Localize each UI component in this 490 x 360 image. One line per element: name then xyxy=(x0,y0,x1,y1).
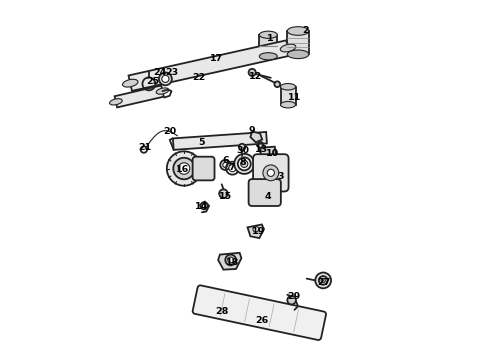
Circle shape xyxy=(162,75,169,82)
Circle shape xyxy=(319,276,327,285)
Text: 7: 7 xyxy=(228,163,235,172)
Circle shape xyxy=(239,144,245,150)
Text: 15: 15 xyxy=(219,192,232,201)
Text: 14: 14 xyxy=(196,202,209,211)
Ellipse shape xyxy=(287,50,309,59)
Text: 8: 8 xyxy=(240,158,246,167)
Ellipse shape xyxy=(287,27,309,35)
Circle shape xyxy=(219,189,228,198)
Ellipse shape xyxy=(280,84,295,90)
Circle shape xyxy=(267,169,274,176)
Polygon shape xyxy=(173,132,267,150)
Circle shape xyxy=(287,296,296,305)
Text: 5: 5 xyxy=(199,138,205,147)
Bar xyxy=(259,35,277,56)
Circle shape xyxy=(248,69,256,76)
Text: 20: 20 xyxy=(163,127,176,136)
Text: 21: 21 xyxy=(138,143,151,152)
Circle shape xyxy=(234,154,254,174)
Bar xyxy=(280,87,295,105)
Text: 2: 2 xyxy=(303,26,309,35)
Text: 26: 26 xyxy=(256,316,269,325)
Ellipse shape xyxy=(280,102,295,108)
Polygon shape xyxy=(250,132,262,142)
Text: 12: 12 xyxy=(249,72,262,81)
Text: 28: 28 xyxy=(215,307,228,316)
Text: 19: 19 xyxy=(252,228,265,237)
Text: 27: 27 xyxy=(317,278,331,287)
Circle shape xyxy=(263,165,279,181)
Circle shape xyxy=(178,163,190,174)
Circle shape xyxy=(159,72,172,85)
Text: 24: 24 xyxy=(153,68,166,77)
Text: 29: 29 xyxy=(287,292,300,301)
Circle shape xyxy=(220,160,230,170)
Polygon shape xyxy=(128,40,290,91)
Ellipse shape xyxy=(122,79,138,87)
FancyBboxPatch shape xyxy=(193,157,215,180)
Text: 4: 4 xyxy=(265,192,271,201)
Circle shape xyxy=(315,273,331,288)
FancyBboxPatch shape xyxy=(248,179,281,206)
Circle shape xyxy=(253,226,259,232)
Circle shape xyxy=(238,157,251,170)
Text: 16: 16 xyxy=(175,165,189,174)
FancyBboxPatch shape xyxy=(253,154,289,192)
FancyBboxPatch shape xyxy=(193,285,326,340)
Polygon shape xyxy=(115,85,164,107)
Circle shape xyxy=(229,165,236,172)
Text: 13: 13 xyxy=(255,145,268,154)
Circle shape xyxy=(173,158,195,179)
Circle shape xyxy=(228,257,234,263)
Text: 6: 6 xyxy=(222,156,229,165)
Text: 22: 22 xyxy=(192,73,205,82)
Text: 1: 1 xyxy=(267,34,273,43)
Text: 25: 25 xyxy=(146,77,159,86)
Circle shape xyxy=(223,162,228,167)
Polygon shape xyxy=(218,253,242,270)
Text: 30: 30 xyxy=(236,146,249,155)
Text: 9: 9 xyxy=(249,126,255,135)
Text: 23: 23 xyxy=(165,68,178,77)
Ellipse shape xyxy=(280,44,296,52)
Circle shape xyxy=(202,204,206,208)
Circle shape xyxy=(241,160,248,167)
Text: 11: 11 xyxy=(288,93,301,102)
Ellipse shape xyxy=(259,53,277,60)
Polygon shape xyxy=(260,147,276,159)
Ellipse shape xyxy=(259,31,277,39)
Text: 10: 10 xyxy=(266,149,279,158)
Circle shape xyxy=(167,151,201,186)
Circle shape xyxy=(200,202,208,210)
Text: 17: 17 xyxy=(210,54,223,63)
Bar xyxy=(287,31,309,54)
Text: 3: 3 xyxy=(278,172,284,181)
Circle shape xyxy=(274,81,280,87)
Text: 18: 18 xyxy=(226,258,239,267)
Circle shape xyxy=(321,278,325,283)
Circle shape xyxy=(225,255,236,265)
Ellipse shape xyxy=(156,88,169,94)
Ellipse shape xyxy=(110,99,122,105)
Polygon shape xyxy=(247,225,264,238)
